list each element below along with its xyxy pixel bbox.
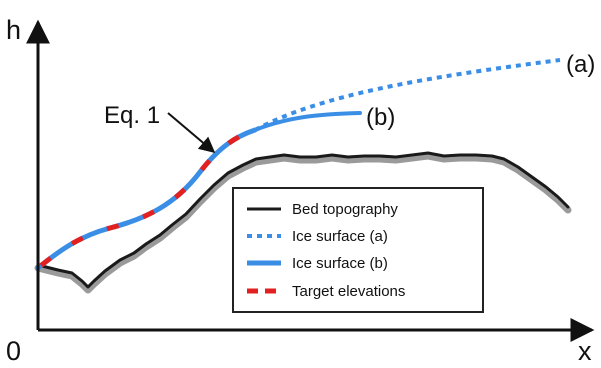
legend-label-target-elevations: Target elevations [292, 283, 405, 300]
ice-surface-b-line [253, 111, 362, 132]
equation-pointer-line [167, 112, 216, 154]
ice-surface-a-line [254, 58, 561, 132]
curve-a-label: (a) [566, 51, 595, 78]
legend-item-bed: Bed topography [247, 201, 398, 218]
legend-item-ice-surface-b: Ice surface (b) [247, 255, 388, 272]
origin-label: 0 [6, 336, 21, 363]
legend-item-ice-surface-a: Ice surface (a) [247, 228, 388, 245]
curve-b-label: (b) [366, 104, 395, 131]
bed-topography-shadow [34, 152, 572, 294]
bed-topography-line [36, 151, 570, 289]
x-axis-label: x [578, 336, 592, 363]
equation-label: Eq. 1 [104, 102, 160, 129]
ice-surface-shared-line [35, 127, 258, 271]
legend-label-ice-surface-a: Ice surface (a) [292, 228, 388, 245]
y-axis-label: h [6, 15, 21, 45]
legend-label-ice-surface-b: Ice surface (b) [292, 255, 388, 272]
legend: Bed topography Ice surface (a) Ice surfa… [232, 187, 484, 313]
legend-item-target-elevations: Target elevations [247, 283, 405, 300]
legend-label-bed: Bed topography [292, 201, 398, 218]
